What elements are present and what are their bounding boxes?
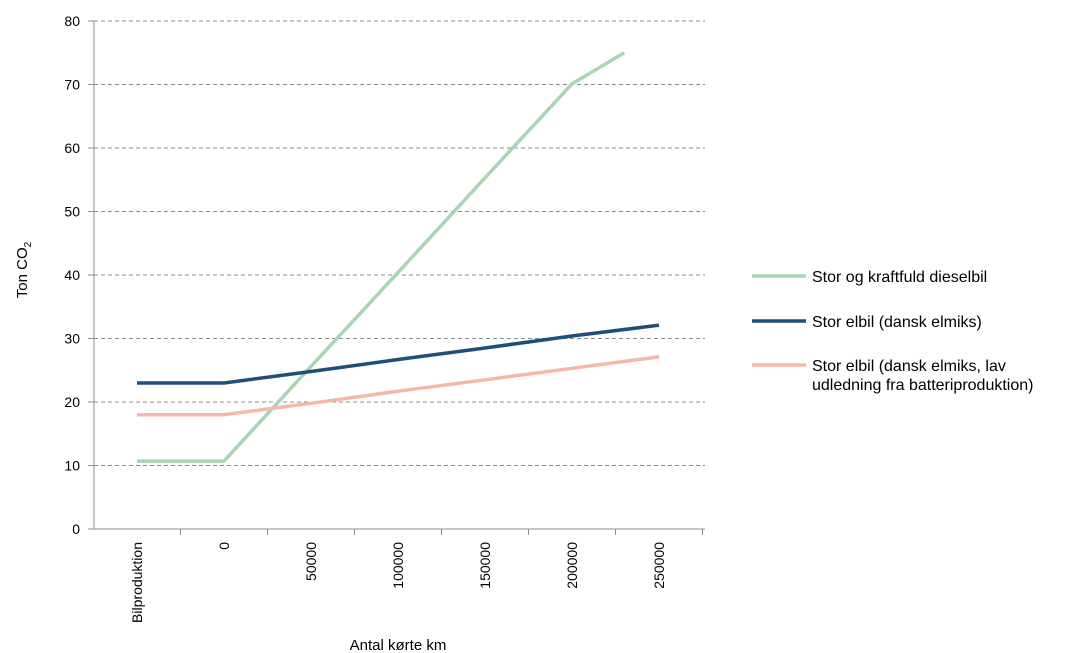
x-tick-label: 200000 (564, 542, 580, 589)
x-tick-label: Bilproduktion (129, 542, 145, 623)
y-axis-title-subscript: 2 (23, 241, 34, 247)
y-tick-label: 40 (64, 267, 80, 283)
series-line-3 (137, 355, 660, 417)
x-tick-label: 50000 (303, 542, 319, 581)
legend-label-3: udledning fra batteriproduktion) (812, 377, 1033, 394)
legend-label-1: Stor og kraftfuld dieselbil (812, 269, 987, 286)
x-tick-label: 100000 (390, 542, 406, 589)
gridlines (94, 20, 705, 466)
y-tick-labels: 0 10 20 30 40 50 60 70 80 (64, 13, 80, 537)
axes (88, 20, 705, 535)
legend-label-3: Stor elbil (dansk elmiks, lav (812, 358, 1006, 375)
x-tick-label: 250000 (651, 542, 667, 589)
y-tick-label: 10 (64, 458, 80, 474)
x-tick-label: 150000 (477, 542, 493, 589)
series-line-1 (137, 51, 626, 463)
series-line-2 (137, 323, 660, 385)
y-tick-label: 20 (64, 394, 80, 410)
y-tick-label: 30 (64, 331, 80, 347)
y-axis-title-text: Ton CO (14, 247, 31, 298)
legend: Stor og kraftfuld dieselbil Stor elbil (d… (752, 269, 1033, 394)
legend-label-2: Stor elbil (dansk elmiks) (812, 314, 982, 331)
x-axis-title: Antal kørte km (350, 637, 447, 653)
y-axis-title: Ton CO2 (14, 241, 34, 298)
y-tick-label: 0 (72, 521, 80, 537)
x-tick-labels: Bilproduktion 0 50000 100000 150000 200000 250… (129, 542, 667, 623)
y-tick-label: 60 (64, 140, 80, 156)
x-tick-label: 0 (216, 542, 232, 550)
y-tick-label: 50 (64, 204, 80, 220)
y-tick-label: 80 (64, 13, 80, 29)
y-tick-label: 70 (64, 77, 80, 93)
series-lines (137, 51, 660, 463)
